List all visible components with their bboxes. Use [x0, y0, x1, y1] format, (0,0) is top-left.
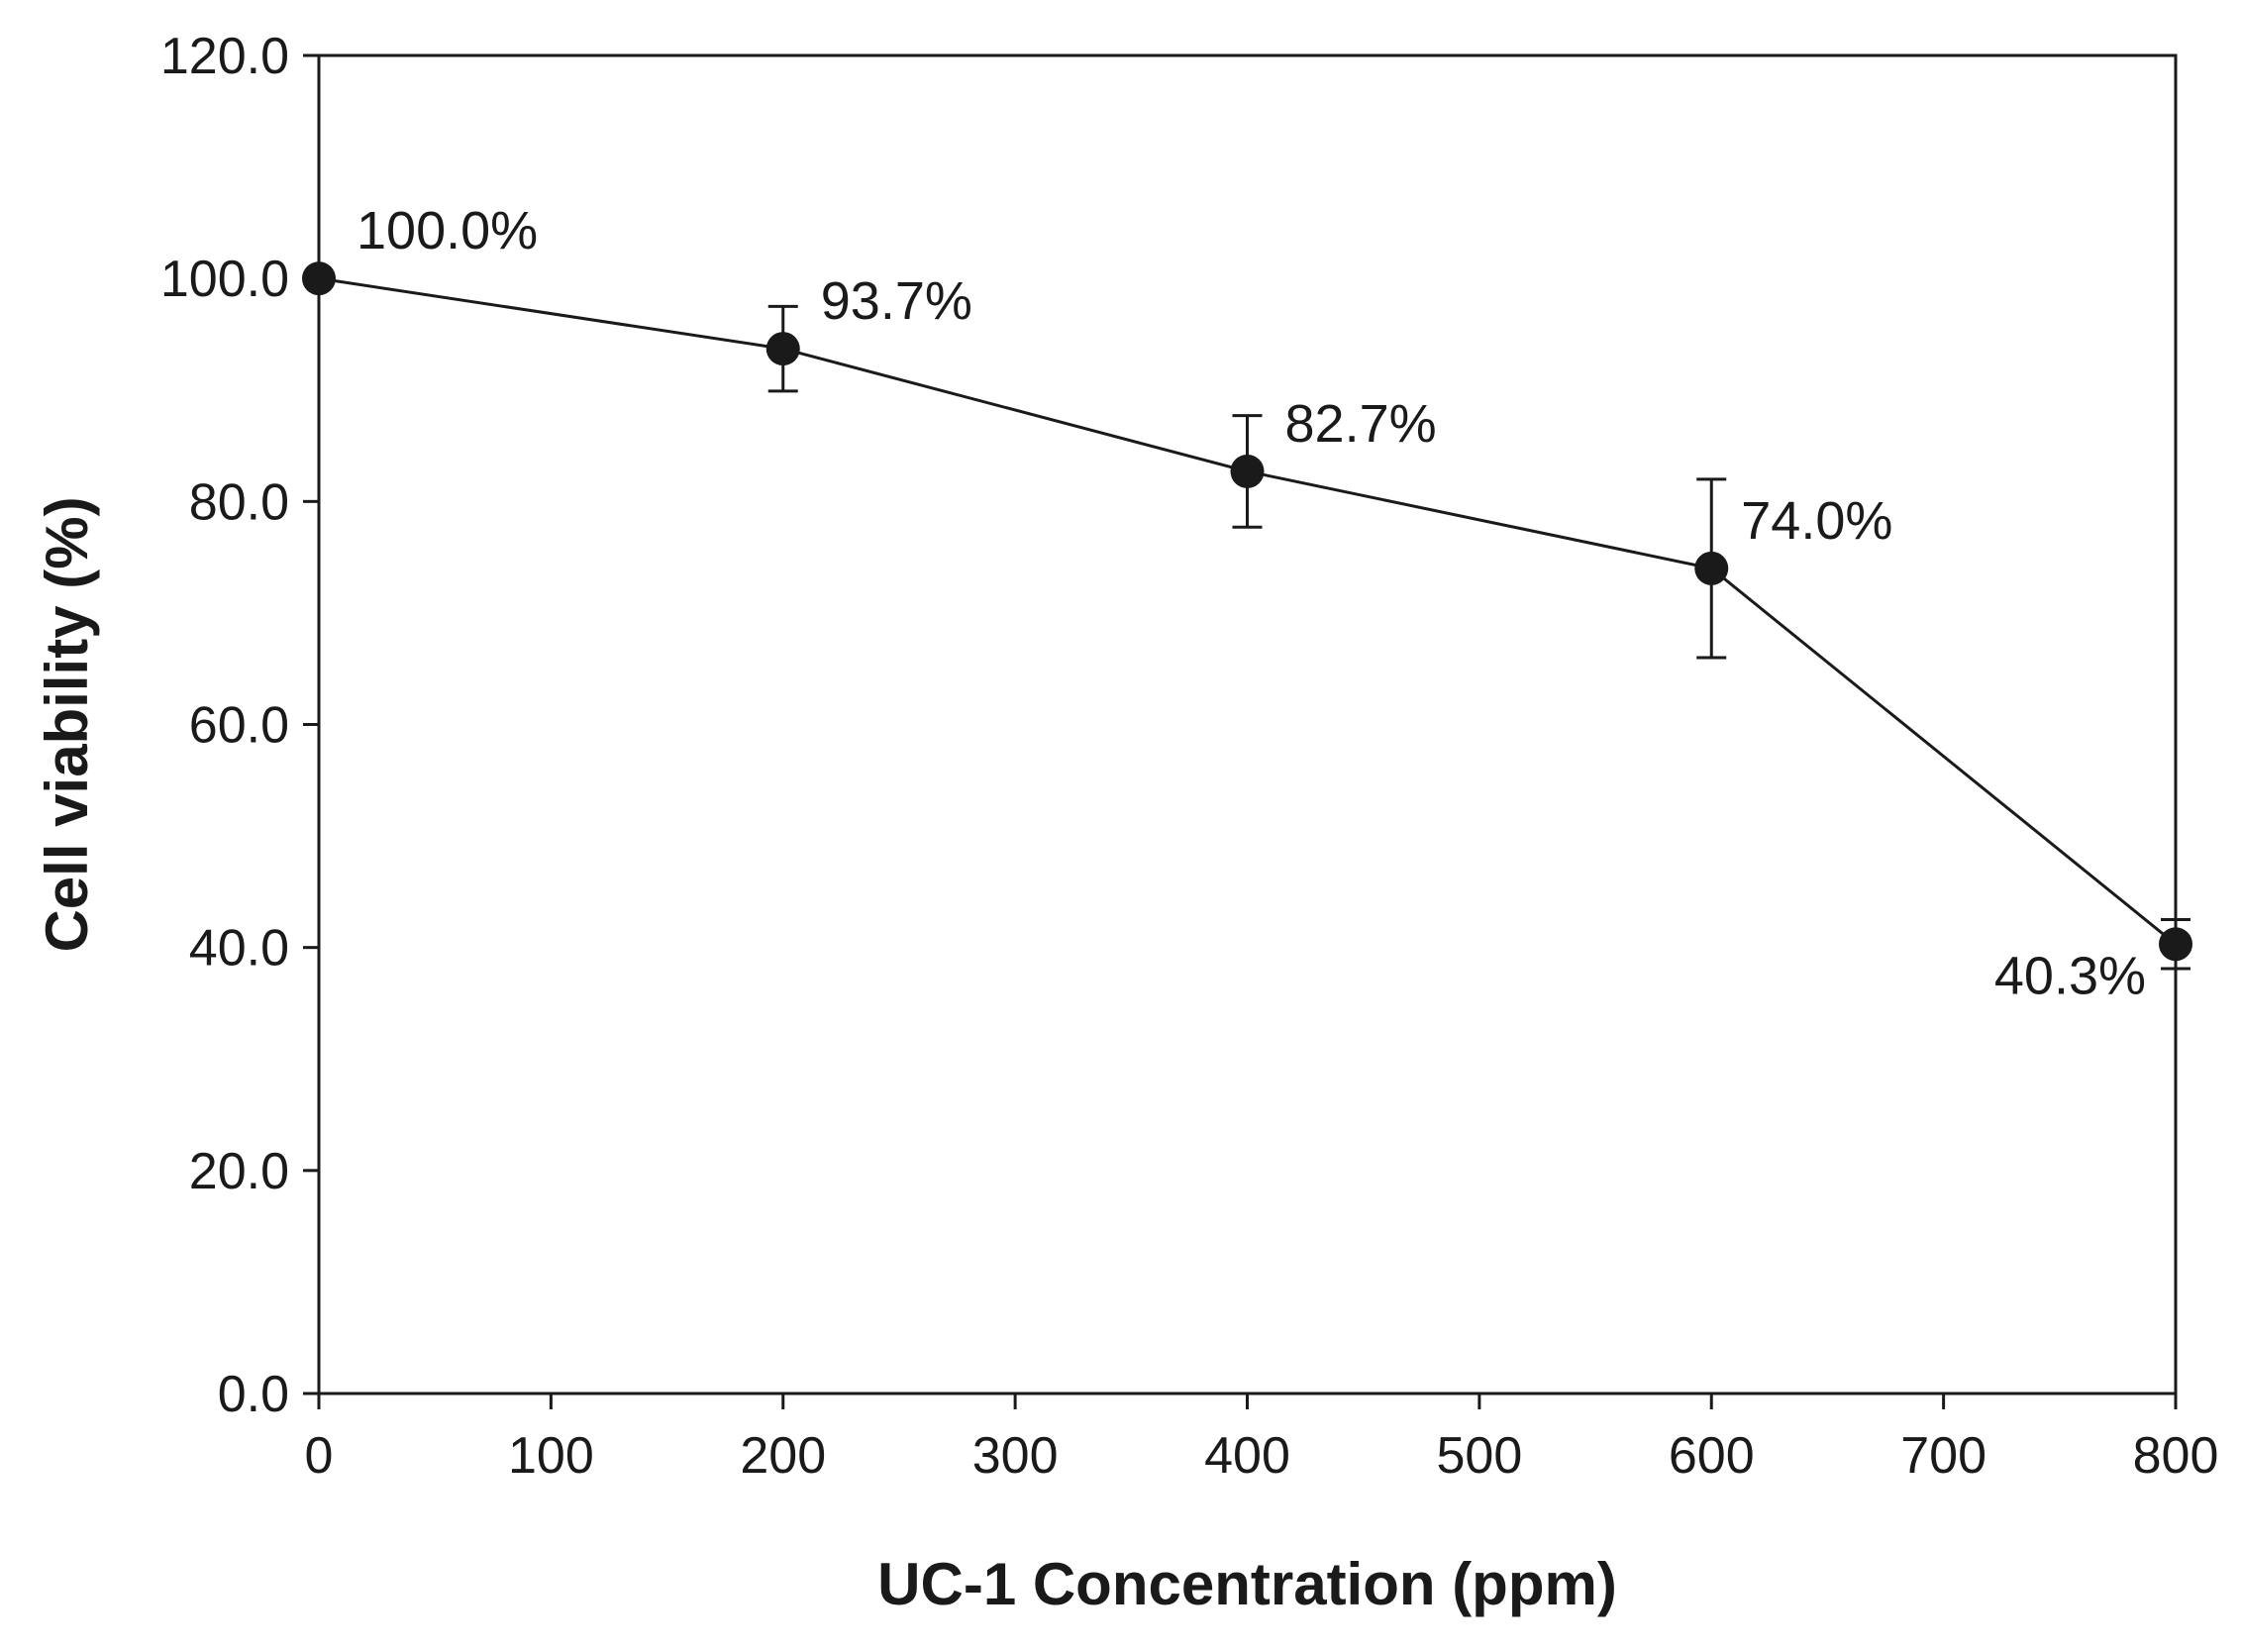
x-tick-label: 600	[1669, 1427, 1755, 1485]
x-axis-title: UC-1 Concentration (ppm)	[877, 1551, 1617, 1617]
data-point	[2159, 927, 2192, 962]
data-label: 74.0%	[1741, 491, 1892, 551]
data-point	[1694, 551, 1729, 585]
data-point	[765, 332, 800, 366]
x-tick-label: 400	[1204, 1427, 1290, 1485]
data-label: 40.3%	[1994, 946, 2146, 1005]
x-tick-label: 300	[972, 1427, 1059, 1485]
x-axis: 0 100 200 300 400 500 600 700 800	[305, 1394, 2219, 1485]
x-tick-label: 800	[2133, 1427, 2219, 1485]
y-tick-label: 80.0	[189, 473, 289, 531]
y-tick-label: 100.0	[160, 251, 289, 308]
y-tick-label: 120.0	[160, 28, 289, 85]
y-tick-label: 40.0	[189, 920, 289, 978]
series-line	[318, 276, 2177, 946]
data-label: 93.7%	[821, 271, 972, 331]
y-axis: 0.0 20.0 40.0 60.0 80.0 100.0 120.0	[160, 28, 319, 1423]
x-tick-label: 100	[508, 1427, 594, 1485]
x-tick-label: 200	[740, 1427, 826, 1485]
data-label: 82.7%	[1285, 394, 1437, 454]
data-point	[1230, 454, 1265, 488]
x-tick-label: 500	[1436, 1427, 1522, 1485]
x-tick-label: 0	[305, 1427, 334, 1485]
data-label: 100.0%	[357, 201, 538, 260]
series-layer: 100.0% 93.7% 82.7% 74.0% 40.3%	[302, 201, 2192, 1005]
y-tick-label: 60.0	[189, 697, 289, 755]
plot-frame	[317, 53, 2178, 1395]
y-axis-title: Cell viability (%)	[34, 496, 100, 952]
y-tick-label: 20.0	[189, 1143, 289, 1200]
data-point	[302, 261, 336, 296]
y-tick-label: 0.0	[218, 1366, 289, 1423]
x-tick-label: 700	[1900, 1427, 1986, 1485]
